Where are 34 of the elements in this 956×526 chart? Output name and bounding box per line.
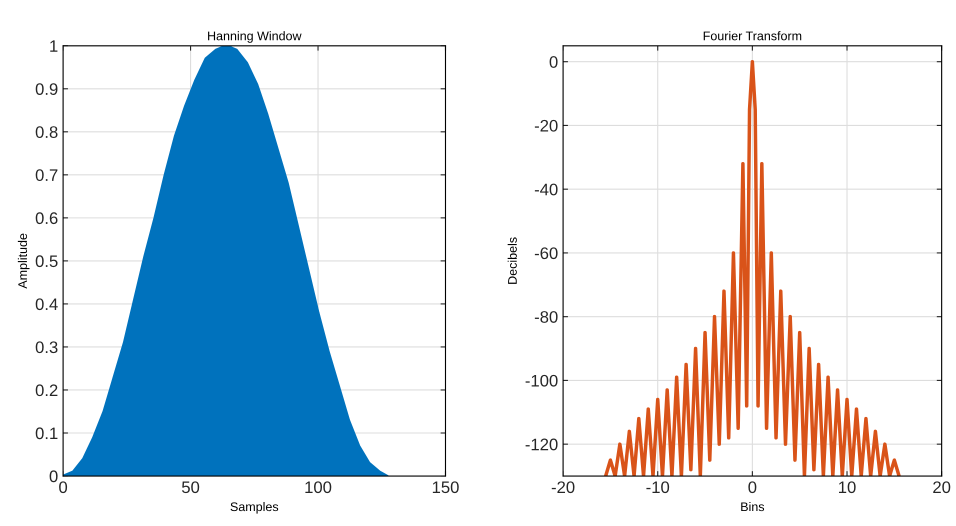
x-axis-title: Samples bbox=[230, 502, 278, 514]
line-series bbox=[604, 60, 901, 476]
x-tick-label: 100 bbox=[305, 481, 332, 494]
x-tick-label: -10 bbox=[646, 481, 670, 494]
y-tick-label: 0.1 bbox=[36, 427, 58, 440]
y-tick-label: -120 bbox=[526, 438, 558, 450]
x-tick-label: 0 bbox=[59, 481, 68, 494]
chart-title: Hanning Window bbox=[208, 31, 302, 43]
y-tick-label: 0.4 bbox=[36, 298, 58, 310]
y-axis-title: Amplitude bbox=[18, 234, 30, 289]
x-tick-label: 10 bbox=[839, 481, 856, 494]
x-tick-label: 0 bbox=[748, 481, 756, 494]
y-tick-label: -80 bbox=[534, 311, 558, 323]
x-tick-label: -20 bbox=[552, 481, 574, 494]
y-tick-label: 0.7 bbox=[36, 169, 58, 182]
chart-title: Fourier Transform bbox=[704, 31, 802, 40]
y-axis-title: Decibels bbox=[508, 237, 517, 284]
y-tick-label: 0.3 bbox=[36, 341, 58, 354]
x-tick-label: 50 bbox=[182, 481, 200, 494]
y-tick-label: -40 bbox=[534, 184, 558, 196]
y-tick-label: 1 bbox=[50, 40, 58, 52]
y-tick-label: 0 bbox=[550, 56, 558, 68]
y-tick-label: 0.2 bbox=[36, 384, 58, 396]
y-tick-label: -100 bbox=[526, 374, 558, 387]
y-tick-label: 0.6 bbox=[36, 212, 58, 224]
y-tick-label: 0.8 bbox=[36, 126, 58, 138]
y-tick-label: 0.9 bbox=[36, 83, 58, 95]
x-axis-title: Bins bbox=[741, 502, 764, 512]
y-tick-label: -20 bbox=[534, 120, 558, 132]
y-tick-label: 0 bbox=[50, 470, 58, 482]
y-tick-label: -60 bbox=[534, 247, 558, 260]
x-tick-label: 150 bbox=[432, 481, 459, 494]
y-tick-label: 0.5 bbox=[36, 255, 58, 268]
x-tick-label: 20 bbox=[933, 481, 950, 494]
